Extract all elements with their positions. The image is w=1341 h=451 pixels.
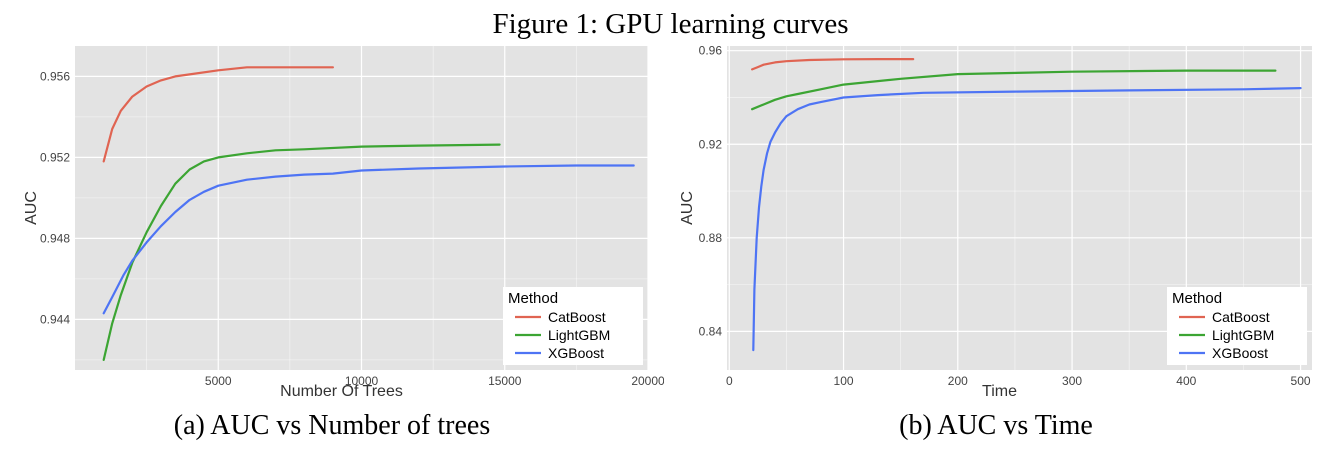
series-line-catboost [750, 57, 915, 71]
y-tick-label: 0.944 [40, 312, 70, 326]
y-axis-label: AUC [23, 191, 40, 225]
series-line-lightgbm [750, 69, 1277, 111]
x-axis-label: Number Of Trees [280, 383, 403, 400]
x-tick-label: 300 [1062, 374, 1082, 388]
minor-gridlines [727, 46, 1312, 370]
y-tick-label: 0.952 [40, 150, 70, 164]
caption-b: (b) AUC vs Time [899, 410, 1093, 441]
y-tick-label: 0.88 [699, 231, 723, 245]
x-tick-label: 20000 [631, 374, 664, 388]
figure-title: Figure 1: GPU learning curves [492, 8, 849, 40]
y-tick-label: 0.956 [40, 69, 70, 83]
legend-label: XGBoost [548, 345, 604, 361]
series-line-lightgbm [102, 143, 501, 361]
legend-label: CatBoost [1212, 309, 1270, 325]
auc-vs-time-chart: 0 100 200 300 400 500 0.84 0.88 0.92 0.96 Time AUC M… [679, 44, 1312, 400]
auc-vs-trees-chart: 5000 10000 15000 20000 0.944 0.948 0.952 0.956 N… [23, 46, 664, 400]
major-gridlines [75, 46, 649, 370]
y-tick-label: 0.948 [40, 231, 70, 245]
legend-label: LightGBM [548, 327, 610, 343]
x-tick-label: 5000 [205, 374, 232, 388]
y-axis-label: AUC [679, 191, 696, 225]
legend-title: Method [508, 290, 558, 307]
series-line-xgboost [102, 164, 635, 315]
x-tick-label: 200 [948, 374, 968, 388]
legend-label: LightGBM [1212, 327, 1274, 343]
x-tick-label: 0 [726, 374, 733, 388]
legend: Method CatBoost LightGBM XGBoost [1167, 287, 1307, 365]
legend-label: CatBoost [548, 309, 606, 325]
y-tick-label: 0.92 [699, 137, 723, 151]
x-tick-label: 400 [1176, 374, 1196, 388]
series-line-catboost [102, 66, 334, 163]
x-tick-label: 10000 [345, 374, 379, 388]
caption-a: (a) AUC vs Number of trees [173, 410, 491, 441]
x-tick-label: 15000 [488, 374, 522, 388]
legend: Method CatBoost LightGBM XGBoost [503, 287, 643, 365]
legend-title: Method [1172, 290, 1222, 307]
x-tick-label: 100 [834, 374, 854, 388]
legend-label: XGBoost [1212, 345, 1268, 361]
x-axis-label: Time [982, 383, 1017, 400]
x-tick-label: 500 [1291, 374, 1311, 388]
series-line-xgboost [752, 86, 1302, 352]
y-tick-label: 0.84 [699, 324, 723, 338]
y-tick-label: 0.96 [699, 44, 723, 58]
